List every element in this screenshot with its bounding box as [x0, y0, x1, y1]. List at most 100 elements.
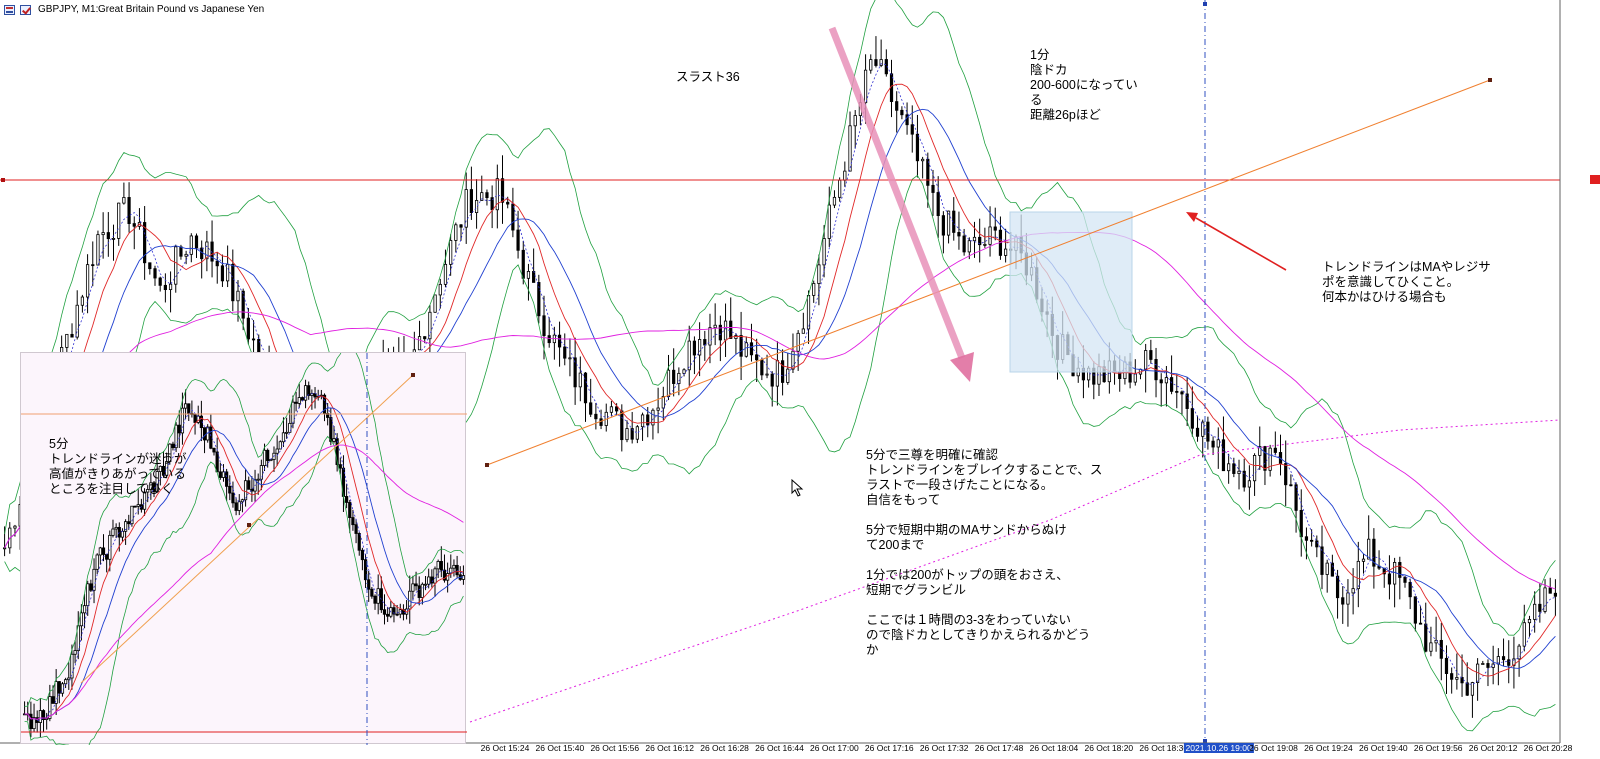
main-candle [184, 250, 188, 265]
inset-candle [357, 532, 361, 556]
main-candle [1169, 355, 1174, 395]
inset-candle [174, 422, 178, 453]
inset-candle [303, 379, 308, 409]
main-candle [1190, 386, 1194, 437]
main-candle [454, 222, 458, 253]
main-candle [547, 317, 551, 348]
time-axis-tick: 26 Oct 20:12 [1468, 743, 1518, 753]
main-candle [739, 311, 743, 381]
inset-candle [363, 554, 368, 588]
vline-top-marker[interactable] [1203, 2, 1207, 6]
main-candle [1278, 434, 1283, 476]
main-candle [1252, 453, 1257, 496]
time-axis-tick: 2021.10.26 19:00 [1183, 743, 1254, 753]
main-candle [786, 352, 790, 385]
mouse-cursor-icon [791, 479, 804, 497]
main-candle [1501, 638, 1506, 667]
main-candle [251, 320, 256, 357]
trendline-handle-start[interactable] [485, 463, 489, 467]
five-minute-inset-chart[interactable]: 5分 トレンドラインが迷うが 高値がきりあがっている ところを注目してひく [20, 352, 467, 745]
inset-candle [275, 435, 279, 466]
inset-ma-slow [24, 444, 464, 720]
main-candle [993, 207, 997, 241]
trendline-handle-end[interactable] [1488, 78, 1492, 82]
main-candle [443, 249, 448, 288]
main-candle [651, 408, 655, 440]
inset-candle [218, 462, 222, 480]
annotation-thrust: スラスト36 [676, 70, 740, 84]
inset-candle [310, 389, 314, 410]
main-candle [594, 402, 598, 430]
inset-candle [177, 410, 181, 449]
inset-candle [54, 669, 58, 715]
main-candle [1418, 606, 1423, 625]
inset-candle [297, 383, 301, 409]
inset-candle [215, 437, 219, 473]
main-candle [640, 412, 645, 441]
main-candle [1195, 415, 1200, 442]
time-axis-tick: 26 Oct 19:40 [1358, 743, 1408, 753]
main-candle [703, 330, 707, 361]
main-candle [806, 290, 811, 344]
main-candle [900, 106, 904, 120]
main-candle [869, 54, 873, 74]
main-candle [666, 354, 671, 401]
main-candle [630, 411, 634, 444]
main-candle [117, 202, 121, 246]
main-candle [843, 161, 847, 187]
main-candle [516, 210, 520, 259]
time-axis-tick: 26 Oct 19:24 [1304, 743, 1353, 753]
inset-candle [259, 459, 263, 491]
main-candle [1149, 339, 1153, 364]
inset-candle [458, 566, 462, 581]
main-ma-mid [4, 108, 1556, 669]
main-candle [495, 164, 499, 229]
main-candle [765, 354, 769, 379]
time-axis-tick: 26 Oct 17:16 [864, 743, 914, 753]
main-candle [723, 303, 728, 357]
inset-candle [386, 606, 390, 622]
main-candle [205, 230, 209, 272]
time-axis-tick: 26 Oct 17:48 [974, 743, 1024, 753]
main-candle [573, 337, 577, 405]
chart-window-icon[interactable] [4, 5, 15, 15]
inset-candle [382, 594, 387, 625]
inset-candle [389, 601, 393, 619]
inset-candle [247, 476, 251, 490]
time-axis-tick: 26 Oct 19:08 [1249, 743, 1298, 753]
inset-candle [332, 425, 336, 444]
main-candle [532, 248, 536, 283]
inset-candle [250, 476, 254, 502]
main-candle [1216, 427, 1220, 469]
main-candle [583, 372, 588, 422]
inset-candle [430, 569, 434, 588]
main-candle [168, 271, 173, 313]
inset-candle [294, 391, 298, 412]
checkbox-icon[interactable] [20, 5, 31, 15]
inset-trendline-midhandle[interactable] [247, 523, 251, 527]
main-candle [1538, 582, 1542, 623]
main-candle [215, 252, 219, 284]
inset-candle [240, 498, 245, 513]
time-axis-tick: 26 Oct 15:24 [480, 743, 530, 753]
annotation-main-note: 5分で三尊を明確に確認 トレンドラインをブレイクすることで、ス ラストで一段さげ… [866, 448, 1103, 657]
time-axis-tick: 26 Oct 16:12 [645, 743, 695, 753]
main-candle [889, 59, 894, 118]
main-candle [1237, 459, 1241, 490]
main-candle [143, 206, 147, 280]
annotation-trendline-note: トレンドラインはMAやレジサ ポを意識してひくこと。 何本かはひける場合も [1322, 260, 1491, 304]
vline-bottom-marker[interactable] [1203, 739, 1207, 743]
time-axis-tick: 26 Oct 16:44 [755, 743, 804, 753]
inset-trendline-handle[interactable] [411, 373, 415, 377]
inset-candle [262, 443, 267, 472]
time-axis-tick: 26 Oct 20:28 [1523, 743, 1573, 753]
main-candle [755, 338, 759, 383]
inset-candle [225, 468, 229, 502]
main-candle [827, 186, 831, 247]
main-candle [194, 233, 199, 258]
inset-candle [149, 473, 153, 500]
inset-candle [86, 580, 90, 616]
inset-candle [341, 455, 346, 512]
main-candle [1429, 626, 1433, 657]
main-candle [952, 197, 956, 241]
